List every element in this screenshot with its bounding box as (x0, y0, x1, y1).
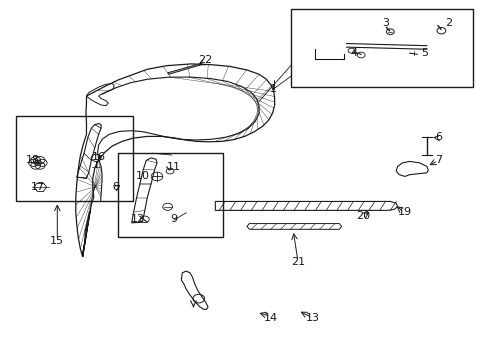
Text: 3: 3 (381, 18, 388, 28)
Bar (118, 153, 222, 237)
Text: 17: 17 (31, 182, 45, 192)
Text: 7: 7 (434, 156, 442, 165)
Text: 18: 18 (26, 156, 40, 165)
Text: 5: 5 (420, 48, 427, 58)
Text: 4: 4 (349, 48, 357, 58)
Bar (290, 9, 472, 87)
Text: 16: 16 (91, 152, 105, 162)
Text: 21: 21 (290, 257, 305, 267)
Text: 2: 2 (444, 18, 451, 28)
Text: 20: 20 (356, 211, 370, 221)
Text: 19: 19 (397, 207, 411, 217)
Polygon shape (167, 64, 201, 74)
Text: 9: 9 (170, 214, 177, 224)
Text: 11: 11 (167, 162, 181, 172)
Text: 14: 14 (264, 312, 278, 323)
Text: 22: 22 (198, 55, 212, 65)
Text: 13: 13 (305, 312, 319, 323)
Bar (16, 116, 132, 202)
Text: 1: 1 (270, 84, 277, 94)
Text: 15: 15 (50, 236, 64, 246)
Text: 8: 8 (112, 182, 119, 192)
Text: 10: 10 (135, 171, 149, 181)
Text: 6: 6 (435, 132, 442, 142)
Text: 12: 12 (130, 214, 144, 224)
